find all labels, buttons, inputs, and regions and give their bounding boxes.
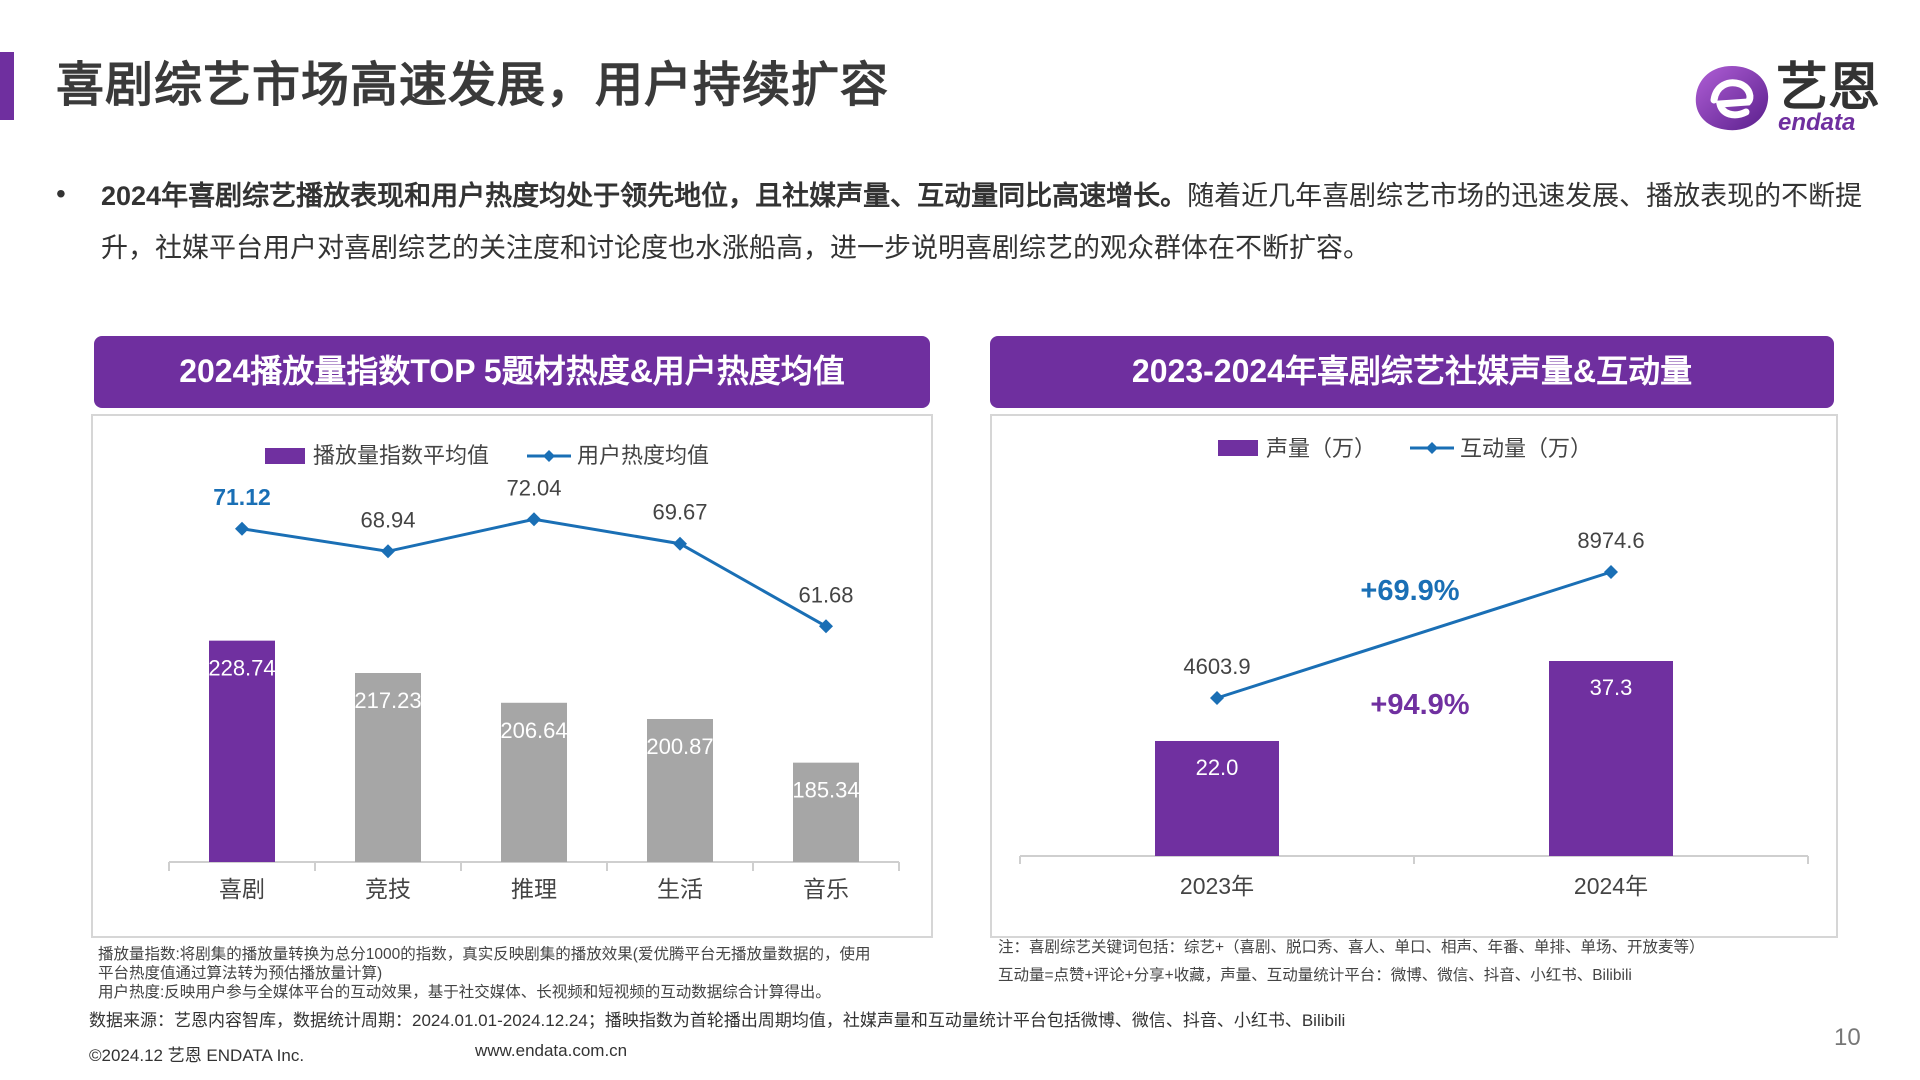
endata-logo: 艺恩 endata [1692,58,1882,138]
bar-1 [209,640,275,862]
bar-value-label: 206.64 [500,718,567,743]
line-point-1 [1210,691,1224,705]
title-accent-bar [0,52,14,120]
bar-2 [355,673,421,862]
legend-swatch-bar [265,448,305,464]
legend-label-line: 互动量（万） [1460,436,1592,461]
bar-value-label: 217.23 [354,688,421,713]
annotation-volume-growth: +94.9% [1370,689,1469,721]
left-panel-header: 2024播放量指数TOP 5题材热度&用户热度均值 [94,336,930,408]
right-note-line-2: 互动量=点赞+评论+分享+收藏，声量、互动量统计平台：微博、微信、抖音、小红书、… [998,967,1632,984]
line-point-5 [819,619,833,634]
line-series-path [1216,570,1612,700]
bar-2 [1549,661,1673,856]
bar-value-label: 200.87 [646,734,713,759]
line-value-label: 71.12 [213,484,271,510]
website-link[interactable]: www.endata.com.cn [475,1041,628,1060]
left-note-line-1: 播放量指数:将剧集的播放量转换为总分1000的指数，真实反映剧集的播放效果(爱优… [98,946,871,963]
line-series-path [241,517,827,628]
intro-bullet: • [56,178,66,209]
x-tick-label: 推理 [511,876,557,902]
data-source: 数据来源：艺恩内容智库，数据统计周期：2024.01.01-2024.12.24… [89,1011,1346,1030]
legend-label-line: 用户热度均值 [577,443,709,468]
x-tick-label: 2024年 [1574,873,1648,899]
bar-1 [1155,740,1279,856]
right-chart: 声量（万） 互动量（万） 22.0 2023年 37.3 2024年 4603.9 8974.… [1019,436,1809,899]
bar-4 [647,718,713,862]
x-tick-label: 2023年 [1180,873,1254,899]
line-value-label: 8974.6 [1577,528,1644,553]
line-value-label: 61.68 [798,582,853,607]
bar-value-label: 228.74 [208,656,275,681]
left-note-line-3: 用户热度:反映用户参与全媒体平台的互动效果，基于社交媒体、长视频和短视频的互动数… [98,984,831,1001]
right-note-line-1: 注：喜剧综艺关键词包括：综艺+（喜剧、脱口秀、喜人、单口、相声、年番、单排、单场… [998,939,1705,956]
left-chart-panel: 播放量指数平均值 用户热度均值 228.74 喜剧 217.23 竞技 206.64 推理 20… [91,414,933,938]
legend-line-marker [543,450,555,462]
line-point-3 [527,512,541,527]
x-tick-label: 竞技 [365,876,411,902]
bar-3 [501,702,567,862]
page-number: 10 [1834,1024,1861,1051]
line-value-label: 4603.9 [1183,654,1250,679]
bar-5 [793,762,859,862]
right-panel-header: 2023-2024年喜剧综艺社媒声量&互动量 [990,336,1834,408]
x-tick-label: 喜剧 [219,876,265,902]
line-value-label: 69.67 [652,500,707,525]
legend-label-bar: 播放量指数平均值 [313,443,489,468]
line-point-2 [381,544,395,559]
left-chart: 播放量指数平均值 用户热度均值 228.74 喜剧 217.23 竞技 206.64 推理 20… [168,443,900,902]
intro-rest-text: 随着近几年喜剧综艺市场的迅速发展、播放表现的不断提升，社媒平台用户对喜剧综艺的关… [101,181,1863,263]
logo-text-cn: 艺恩 [1776,59,1881,117]
left-note-line-2: 平台热度值通过算法转为预估播放量计算) [98,965,383,982]
line-value-label: 68.94 [360,507,415,532]
intro-bold-text: 2024年喜剧综艺播放表现和用户热度均处于领先地位，且社媒声量、互动量同比高速增… [101,181,1188,211]
line-point-2 [1604,565,1618,579]
copyright: ©2024.12 艺恩 ENDATA Inc. [89,1046,305,1065]
line-point-1 [235,521,249,536]
logo-text-en: endata [1778,109,1856,136]
x-tick-label: 生活 [657,876,703,902]
legend-swatch-bar [1218,440,1258,456]
endata-logo-icon [1695,66,1769,131]
page-title: 喜剧综艺市场高速发展，用户持续扩容 [56,59,890,112]
line-value-label: 72.04 [506,475,561,500]
bar-value-label: 37.3 [1590,675,1633,700]
right-chart-panel: 声量（万） 互动量（万） 22.0 2023年 37.3 2024年 4603.9 8974.… [990,414,1838,938]
legend-line-marker [1426,442,1438,454]
annotation-interaction-growth: +69.9% [1360,575,1459,607]
intro-paragraph: 2024年喜剧综艺播放表现和用户热度均处于领先地位，且社媒声量、互动量同比高速增… [101,170,1881,274]
line-point-4 [673,536,687,551]
bar-value-label: 185.34 [792,778,859,803]
legend-label-bar: 声量（万） [1266,436,1376,461]
x-tick-label: 音乐 [803,876,849,902]
bar-value-label: 22.0 [1196,755,1239,780]
